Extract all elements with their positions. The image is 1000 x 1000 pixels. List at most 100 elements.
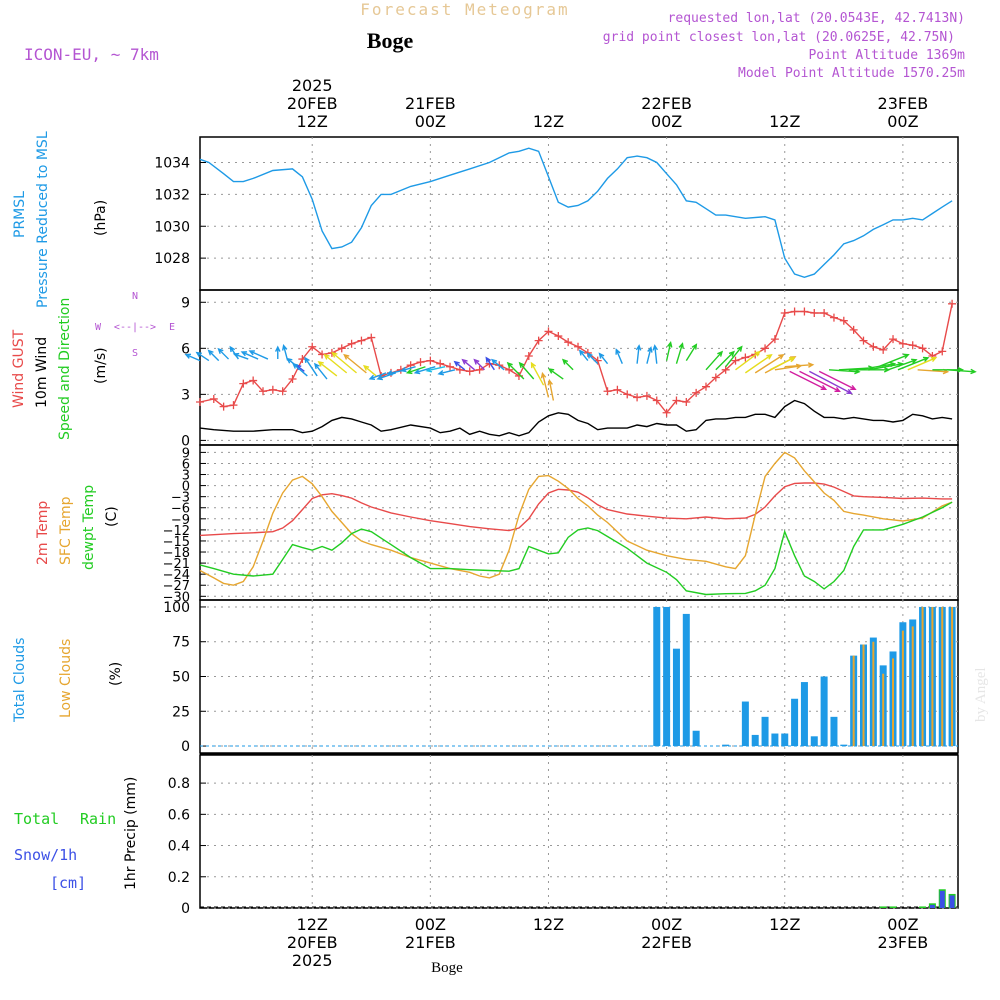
- total-cloud-bar: [741, 701, 749, 747]
- total-cloud-bar: [672, 648, 680, 747]
- dewpt-label: dewpt Temp: [81, 485, 97, 570]
- gust-marker: [633, 393, 642, 402]
- wind-arrow: [506, 361, 525, 380]
- total-cloud-bar: [692, 730, 700, 747]
- model-altitude: Model Point Altitude 1570.25m: [738, 66, 965, 81]
- time-label-bottom: 00Z: [887, 915, 918, 934]
- model-label: ICON-EU, ~ 7km: [24, 45, 159, 64]
- time-label-bottom: 22FEB: [641, 933, 692, 952]
- temperature-ytick-label: −12: [163, 524, 190, 539]
- clouds-ytick-label: 50: [172, 670, 190, 686]
- gridlines: [200, 137, 958, 909]
- gust-marker: [741, 353, 750, 362]
- wind-arrow: [784, 362, 815, 368]
- temperature-ytick-label: 3: [182, 469, 190, 484]
- wind-arrow: [437, 369, 456, 376]
- low-cloud-bar: [882, 673, 885, 747]
- gust-marker: [642, 391, 651, 400]
- wind10m-label: 10m Wind: [34, 337, 50, 408]
- wind-arrow: [735, 350, 761, 371]
- total-cloud-bar: [771, 733, 779, 747]
- wind-ytick-label: 6: [181, 341, 190, 357]
- wind-arrow: [540, 371, 550, 398]
- gust-marker: [623, 390, 632, 399]
- wind-arrow: [240, 351, 259, 360]
- wind-arrow: [217, 347, 230, 360]
- wind-arrow: [635, 344, 642, 364]
- temperature-ytick-label: −18: [163, 546, 190, 561]
- gust-marker: [879, 345, 888, 354]
- gust-label: Wind GUST: [11, 329, 27, 408]
- wind-arrow: [317, 360, 338, 377]
- snow-bar: [949, 895, 955, 908]
- wind-arrow: [947, 368, 977, 375]
- temperature-panel-frame: [199, 444, 959, 601]
- low-cloud-bar: [941, 606, 944, 747]
- rain-bar: [919, 906, 927, 908]
- wind-arrow: [195, 351, 210, 362]
- gust-marker: [455, 365, 464, 374]
- wind-arrow: [362, 364, 377, 377]
- wind-arrow: [304, 356, 318, 377]
- gust-marker: [554, 332, 563, 341]
- precip-unit: 1hr Precip (mm): [123, 777, 139, 890]
- wind-arrow: [789, 370, 828, 391]
- gust-marker: [613, 385, 622, 394]
- wind-arrow: [425, 366, 446, 373]
- gust-marker: [465, 367, 474, 376]
- gust-marker: [701, 382, 710, 391]
- clouds-unit: (%): [108, 662, 124, 686]
- time-label-bottom: 12Z: [533, 915, 564, 934]
- gust-marker: [652, 396, 661, 405]
- total-cloud-bar: [682, 613, 690, 747]
- wind-arrow: [818, 370, 857, 391]
- gust-marker: [268, 385, 277, 394]
- time-label-top: 12Z: [533, 112, 564, 131]
- axis-labels: 102810301032103403699630−3−6−9−12−15−18−…: [154, 76, 928, 970]
- wind-arrow: [313, 362, 328, 380]
- time-label-bottom: 2025: [292, 951, 333, 970]
- compass-w: W: [95, 322, 102, 333]
- gust-marker: [196, 398, 204, 407]
- low-clouds-label: Low Clouds: [58, 639, 74, 718]
- time-label-top: 20FEB: [287, 94, 338, 113]
- gust-marker: [829, 313, 838, 322]
- temperature-ytick-label: −6: [171, 502, 190, 517]
- cm-label: [cm]: [50, 874, 86, 892]
- precip-ytick-label: 0: [181, 901, 190, 917]
- rain-bar: [889, 906, 897, 908]
- wind-arrow: [754, 354, 785, 374]
- gust-marker: [839, 316, 848, 325]
- total-label: Total: [14, 810, 59, 828]
- temperature-ytick-label: 6: [182, 457, 190, 472]
- wind-arrow: [530, 361, 545, 386]
- time-label-top: 2025: [292, 76, 333, 95]
- gust-marker: [524, 351, 533, 360]
- gust-marker: [278, 387, 287, 396]
- time-label-bottom: 23FEB: [878, 933, 929, 952]
- time-label-top: 12Z: [769, 112, 800, 131]
- wind-arrow: [461, 358, 476, 371]
- wind-arrow: [376, 372, 397, 381]
- clouds-ytick-label: 25: [172, 704, 190, 720]
- compass-dash: <--|-->: [114, 322, 156, 333]
- gust-marker: [682, 398, 691, 407]
- time-label-top: 00Z: [887, 112, 918, 131]
- wind-arrow: [400, 366, 416, 373]
- gust-marker: [770, 335, 779, 344]
- gust-marker: [780, 309, 789, 318]
- wind-arrow: [586, 352, 599, 365]
- gust-marker: [564, 338, 573, 347]
- pressure-ytick-label: 1034: [154, 156, 190, 172]
- snow-bar: [929, 904, 935, 908]
- wind-arrow: [343, 353, 367, 374]
- low-cloud-bar: [852, 655, 855, 747]
- gust-marker: [308, 342, 317, 351]
- speed-direction-label: Speed and Direction: [57, 298, 73, 440]
- gust-marker: [249, 376, 258, 385]
- sfc-temp-label: SFC Temp: [58, 496, 74, 565]
- gust-marker: [574, 342, 583, 351]
- watermark: by Angel: [973, 667, 989, 722]
- wind-arrow: [665, 341, 673, 361]
